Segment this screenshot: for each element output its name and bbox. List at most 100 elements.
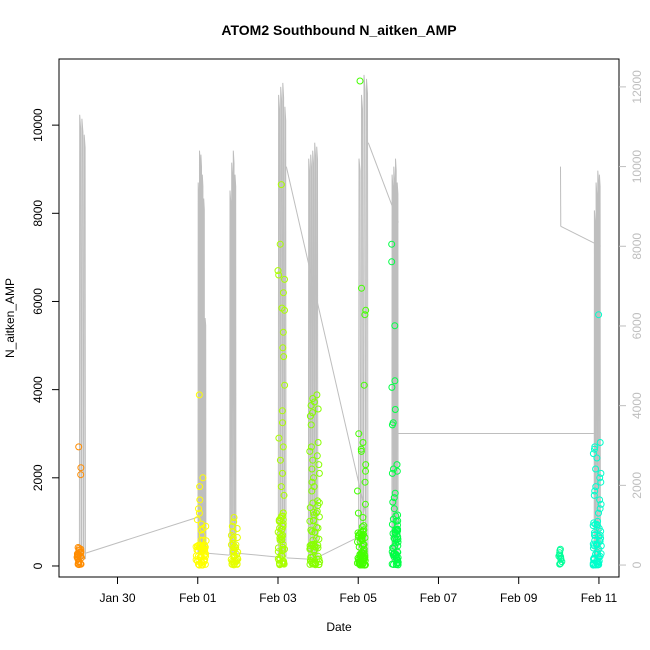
point-8-53 bbox=[591, 445, 598, 453]
point-4-71 bbox=[310, 474, 317, 482]
point-5-61 bbox=[358, 284, 365, 292]
point-6-40 bbox=[394, 538, 402, 546]
point-5-60 bbox=[356, 77, 364, 85]
point-8-62 bbox=[590, 491, 598, 499]
point-1-31 bbox=[200, 558, 208, 566]
line-segment-2 bbox=[229, 150, 237, 556]
y-tick-label-4: 8000 bbox=[31, 200, 45, 227]
line-connection-4 bbox=[317, 536, 359, 558]
point-5-68 bbox=[357, 447, 365, 455]
point-4-41 bbox=[311, 528, 319, 536]
point-8-49 bbox=[591, 537, 599, 544]
point-4-62 bbox=[307, 421, 315, 429]
point-4-52 bbox=[315, 535, 323, 543]
line-connection-0 bbox=[85, 516, 198, 554]
y2-tick-label-5: 10000 bbox=[630, 150, 644, 184]
point-4-27 bbox=[306, 517, 314, 525]
point-1-44 bbox=[197, 542, 204, 550]
point-7-7 bbox=[556, 547, 564, 554]
point-3-58 bbox=[279, 419, 286, 427]
point-1-52 bbox=[198, 520, 205, 528]
y-tick-label-3: 6000 bbox=[31, 288, 45, 315]
point-3-47 bbox=[274, 267, 282, 275]
point-3-62 bbox=[278, 469, 286, 477]
point-2-29 bbox=[233, 534, 241, 541]
point-8-48 bbox=[592, 540, 600, 548]
point-6-47 bbox=[391, 529, 399, 537]
point-4-58 bbox=[307, 402, 315, 409]
point-5-65 bbox=[355, 430, 363, 438]
point-8-65 bbox=[596, 505, 604, 513]
y2-tick-label-2: 4000 bbox=[630, 392, 644, 419]
x-tick-label-6: Feb 11 bbox=[581, 591, 618, 605]
line-connection-9 bbox=[560, 225, 601, 247]
point-3-54 bbox=[279, 344, 287, 352]
line-segment-1 bbox=[197, 150, 207, 554]
point-4-61 bbox=[306, 412, 314, 420]
point-0-27 bbox=[73, 553, 81, 561]
point-1-45 bbox=[195, 391, 203, 399]
point-8-59 bbox=[597, 478, 605, 486]
point-1-50 bbox=[195, 509, 203, 517]
point-1-49 bbox=[195, 505, 202, 513]
point-7-8 bbox=[556, 549, 564, 557]
point-5-66 bbox=[359, 439, 367, 446]
point-4-63 bbox=[314, 439, 322, 446]
point-2-25 bbox=[231, 544, 239, 552]
point-4-66 bbox=[313, 452, 321, 460]
line-connection-6 bbox=[367, 142, 399, 223]
point-8-43 bbox=[595, 561, 603, 569]
point-6-61 bbox=[388, 469, 396, 477]
point-3-63 bbox=[277, 483, 285, 491]
point-4-1 bbox=[307, 526, 315, 534]
point-1-18 bbox=[198, 531, 206, 539]
point-7-2 bbox=[557, 559, 564, 567]
point-3-50 bbox=[279, 289, 287, 297]
point-6-65 bbox=[390, 505, 398, 513]
point-3-52 bbox=[281, 306, 288, 314]
point-6-41 bbox=[392, 557, 400, 564]
y-tick-label-2: 4000 bbox=[31, 376, 45, 403]
point-3-33 bbox=[274, 548, 282, 556]
point-8-51 bbox=[596, 439, 604, 446]
point-8-6 bbox=[589, 522, 597, 530]
point-3-38 bbox=[281, 545, 288, 553]
point-5-71 bbox=[361, 478, 369, 486]
x-axis-label: Date bbox=[326, 620, 352, 634]
point-5-44 bbox=[360, 530, 368, 538]
y-tick-label-5: 10000 bbox=[31, 108, 45, 142]
line-segment-4 bbox=[307, 142, 319, 560]
point-1-38 bbox=[197, 557, 205, 565]
y2-tick-label-0: 0 bbox=[630, 561, 644, 568]
point-8-60 bbox=[592, 483, 600, 491]
point-6-51 bbox=[388, 258, 396, 266]
point-5-72 bbox=[354, 487, 361, 495]
y2-tick-label-3: 6000 bbox=[630, 312, 644, 339]
line-connection-3 bbox=[286, 557, 309, 560]
x-tick-label-1: Feb 01 bbox=[179, 591, 217, 605]
point-5-63 bbox=[361, 311, 369, 319]
point-3-49 bbox=[281, 275, 288, 283]
point-8-4 bbox=[590, 519, 598, 527]
point-5-58 bbox=[358, 532, 366, 540]
x-tick-label-5: Feb 09 bbox=[500, 591, 538, 605]
point-6-54 bbox=[388, 383, 396, 391]
point-5-54 bbox=[356, 552, 364, 559]
point-8-61 bbox=[591, 487, 599, 495]
y-axis-label: N_aitken_AMP bbox=[3, 278, 17, 358]
point-6-64 bbox=[389, 498, 397, 506]
y-axis-right: 0 2000 4000 6000 8000 10000 12000 bbox=[619, 70, 644, 568]
plot-frame bbox=[58, 58, 620, 578]
point-1-41 bbox=[201, 543, 209, 551]
point-4-70 bbox=[315, 469, 323, 477]
point-3-53 bbox=[279, 328, 287, 336]
line-segment-3 bbox=[277, 82, 287, 558]
point-3-60 bbox=[279, 443, 287, 451]
point-2-35 bbox=[230, 514, 238, 521]
point-4-25 bbox=[308, 528, 316, 536]
point-1-51 bbox=[193, 516, 201, 524]
y-axis-left: 0 2000 4000 6000 8000 10000 bbox=[31, 108, 59, 569]
point-2-36 bbox=[230, 518, 238, 526]
point-7-9 bbox=[556, 551, 564, 559]
point-0-22 bbox=[77, 471, 85, 479]
